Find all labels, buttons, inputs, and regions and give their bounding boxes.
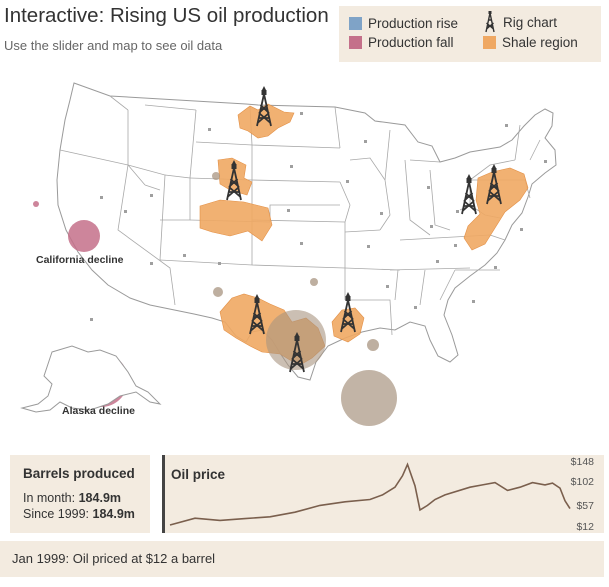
price-tick: $57: [576, 500, 594, 512]
legend: Production rise Production fall Rig char…: [339, 6, 601, 62]
wyoming-small-bubble[interactable]: [212, 172, 220, 180]
us-map[interactable]: [0, 70, 609, 450]
ok-small-bubble[interactable]: [310, 278, 318, 286]
legend-item-shale-region: Shale region: [483, 35, 578, 50]
oil-price-chart[interactable]: [162, 455, 604, 533]
status-text: Jan 1999: Oil priced at $12 a barrel: [12, 551, 216, 566]
site-markers: [90, 112, 547, 321]
shale-region-marcellus[interactable]: [463, 167, 529, 251]
status-bar: Jan 1999: Oil priced at $12 a barrel: [0, 541, 604, 577]
nm-small-bubble[interactable]: [213, 287, 223, 297]
legend-item-rig-chart: Rig chart: [483, 11, 557, 33]
oil-price-title: Oil price: [171, 467, 226, 482]
california-small-bubble[interactable]: [33, 201, 39, 207]
barrels-month-value: 184.9m: [78, 491, 122, 505]
barrels-since-value: 184.9m: [92, 507, 135, 521]
oil-price-panel[interactable]: Oil price $148 $102 $57 $12: [162, 455, 604, 533]
legend-item-production-fall: Production fall: [349, 35, 454, 50]
alaska-outline: [20, 345, 162, 413]
page-subtitle: Use the slider and map to see oil data: [4, 38, 223, 53]
legend-label: Rig chart: [503, 14, 558, 30]
barrels-since-label: Since 1999:: [23, 507, 90, 521]
barrels-heading: Barrels produced: [23, 466, 135, 481]
legend-label: Production fall: [368, 35, 454, 50]
alaska-decline-label: Alaska decline: [62, 405, 135, 417]
oil-rig-icon: [485, 11, 495, 33]
barrels-month-label: In month:: [23, 491, 76, 505]
legend-label: Production rise: [368, 16, 459, 31]
price-tick: $12: [576, 521, 594, 533]
barrels-since-row: Since 1999: 184.9m: [23, 507, 135, 521]
gulf-production-bubble[interactable]: [341, 370, 397, 426]
california-decline-label: California decline: [36, 254, 124, 266]
shale-region-bakken[interactable]: [237, 103, 295, 139]
shale-region-colorado[interactable]: [199, 199, 273, 242]
production-fall-swatch: [349, 36, 362, 49]
production-rise-swatch: [349, 17, 362, 30]
shale-region-swatch: [483, 36, 496, 49]
oil-price-line: [169, 462, 571, 526]
legend-label: Shale region: [502, 35, 578, 50]
barrels-month-row: In month: 184.9m: [23, 491, 121, 505]
page-title: Interactive: Rising US oil production: [4, 4, 329, 27]
barrels-panel: Barrels produced In month: 184.9m Since …: [10, 455, 150, 533]
shale-region-haynesville[interactable]: [331, 307, 365, 343]
legend-item-production-rise: Production rise: [349, 16, 458, 31]
california-decline-bubble[interactable]: [68, 220, 100, 252]
louisiana-small-bubble[interactable]: [367, 339, 379, 351]
price-tick: $102: [570, 476, 594, 488]
price-tick: $148: [570, 456, 594, 468]
us-mainland-outline: [56, 82, 557, 381]
time-slider-handle[interactable]: [162, 455, 165, 533]
